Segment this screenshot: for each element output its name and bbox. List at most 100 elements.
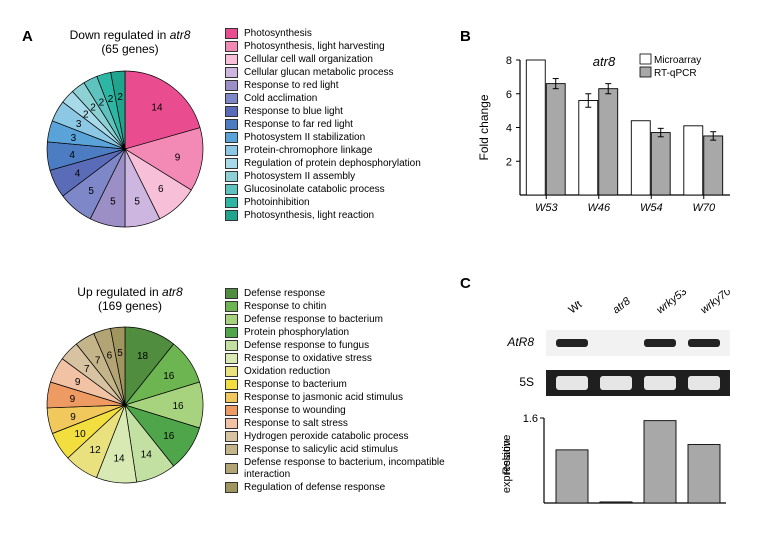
- legend-swatch: [225, 93, 238, 104]
- down-pie-title: Down regulated in atr8 (65 genes): [45, 28, 215, 56]
- legend-swatch: [225, 41, 238, 52]
- legend-swatch: [225, 431, 238, 442]
- svg-text:9: 9: [175, 152, 181, 163]
- legend-item: Oxidation reduction: [225, 366, 445, 378]
- legend-item: Defense response to bacterium: [225, 314, 445, 326]
- legend-item: Photoinhibition: [225, 197, 435, 209]
- svg-text:2: 2: [506, 156, 512, 168]
- legend-item: Regulation of protein dephosphorylation: [225, 158, 435, 170]
- svg-text:5: 5: [110, 197, 116, 208]
- legend-label: Hydrogen peroxide catabolic process: [244, 431, 409, 443]
- legend-swatch: [225, 405, 238, 416]
- legend-swatch: [225, 327, 238, 338]
- panel-b-label: B: [460, 28, 471, 45]
- legend-swatch: [225, 158, 238, 169]
- legend-item: Protein phosphorylation: [225, 327, 445, 339]
- legend-swatch: [225, 132, 238, 143]
- legend-label: Defense response to bacterium, incompati…: [244, 457, 445, 480]
- svg-text:wrky53: wrky53: [654, 290, 690, 316]
- svg-text:RT-qPCR: RT-qPCR: [654, 68, 697, 79]
- legend-label: Response to salicylic acid stimulus: [244, 444, 398, 456]
- legend-label: Response to far red light: [244, 119, 353, 131]
- legend-swatch: [225, 119, 238, 130]
- legend-swatch: [225, 301, 238, 312]
- legend-label: Photosynthesis: [244, 28, 312, 40]
- svg-text:W54: W54: [640, 202, 663, 214]
- legend-swatch: [225, 418, 238, 429]
- legend-label: Regulation of protein dephosphorylation: [244, 158, 421, 170]
- legend-item: Photosynthesis, light harvesting: [225, 41, 435, 53]
- svg-text:7: 7: [84, 364, 90, 375]
- up-pie-title: Up regulated in atr8 (169 genes): [45, 285, 215, 313]
- svg-text:6: 6: [107, 350, 113, 361]
- legend-item: Photosynthesis, light reaction: [225, 210, 435, 222]
- svg-text:AtR8: AtR8: [506, 335, 534, 349]
- up-title-text: Up regulated in: [77, 285, 158, 299]
- svg-text:expression: expression: [501, 440, 513, 493]
- legend-swatch: [225, 482, 238, 493]
- legend-item: Cellular cell wall organization: [225, 54, 435, 66]
- svg-text:wrky70: wrky70: [698, 290, 734, 316]
- svg-text:6: 6: [158, 184, 164, 195]
- legend-label: Photosystem II stabilization: [244, 132, 365, 144]
- legend-label: Defense response: [244, 288, 325, 300]
- legend-label: Cellular glucan metabolic process: [244, 67, 394, 79]
- legend-item: Glucosinolate catabolic process: [225, 184, 435, 196]
- svg-text:9: 9: [70, 394, 76, 405]
- legend-label: Photosynthesis, light harvesting: [244, 41, 385, 53]
- panel-c-wrap: Wtatr8wrky53wrky70AtR85S1.6Relativeexpre…: [470, 290, 740, 540]
- svg-text:2: 2: [90, 103, 96, 114]
- legend-swatch: [225, 379, 238, 390]
- legend-swatch: [225, 288, 238, 299]
- svg-text:Microarray: Microarray: [654, 55, 701, 66]
- svg-text:2: 2: [83, 109, 89, 120]
- legend-label: Photoinhibition: [244, 197, 310, 209]
- legend-label: Oxidation reduction: [244, 366, 330, 378]
- legend-item: Response to red light: [225, 80, 435, 92]
- legend-label: Response to chitin: [244, 301, 326, 313]
- svg-text:W70: W70: [692, 202, 716, 214]
- up-title-italic: atr8: [162, 285, 183, 299]
- legend-item: Response to bacterium: [225, 379, 445, 391]
- legend-label: Response to oxidative stress: [244, 353, 372, 365]
- legend-label: Photosystem II assembly: [244, 171, 355, 183]
- legend-item: Defense response to fungus: [225, 340, 445, 352]
- svg-text:Wt: Wt: [566, 299, 584, 317]
- legend-swatch: [225, 210, 238, 221]
- legend-swatch: [225, 197, 238, 208]
- svg-text:16: 16: [163, 431, 175, 442]
- svg-text:12: 12: [90, 445, 102, 456]
- legend-item: Response to salicylic acid stimulus: [225, 444, 445, 456]
- down-pie-chart: 1496555443322222: [40, 64, 210, 239]
- legend-swatch: [225, 444, 238, 455]
- svg-text:7: 7: [95, 356, 101, 367]
- down-title-genes: (65 genes): [101, 42, 158, 56]
- legend-label: Glucosinolate catabolic process: [244, 184, 385, 196]
- svg-text:5S: 5S: [519, 375, 534, 389]
- svg-text:4: 4: [75, 169, 81, 180]
- svg-text:14: 14: [141, 450, 153, 461]
- legend-label: Photosynthesis, light reaction: [244, 210, 374, 222]
- svg-text:14: 14: [151, 103, 163, 114]
- legend-swatch: [225, 67, 238, 78]
- up-title-genes: (169 genes): [98, 299, 162, 313]
- legend-item: Photosystem II assembly: [225, 171, 435, 183]
- svg-text:3: 3: [71, 133, 77, 144]
- panel-a-label: A: [22, 28, 33, 45]
- legend-swatch: [225, 28, 238, 39]
- legend-swatch: [225, 392, 238, 403]
- legend-label: Defense response to fungus: [244, 340, 369, 352]
- svg-text:Fold change: Fold change: [477, 94, 491, 160]
- legend-item: Cold acclimation: [225, 93, 435, 105]
- svg-text:8: 8: [506, 55, 512, 67]
- legend-label: Response to wounding: [244, 405, 346, 417]
- svg-text:9: 9: [70, 412, 76, 423]
- legend-swatch: [225, 80, 238, 91]
- fold-change-chart: 2468Fold changeatr8MicroarrayRT-qPCRW53W…: [470, 50, 740, 230]
- legend-swatch: [225, 463, 238, 474]
- legend-label: Defense response to bacterium: [244, 314, 383, 326]
- legend-label: Cold acclimation: [244, 93, 317, 105]
- legend-item: Defense response: [225, 288, 445, 300]
- legend-item: Response to jasmonic acid stimulus: [225, 392, 445, 404]
- legend-swatch: [225, 184, 238, 195]
